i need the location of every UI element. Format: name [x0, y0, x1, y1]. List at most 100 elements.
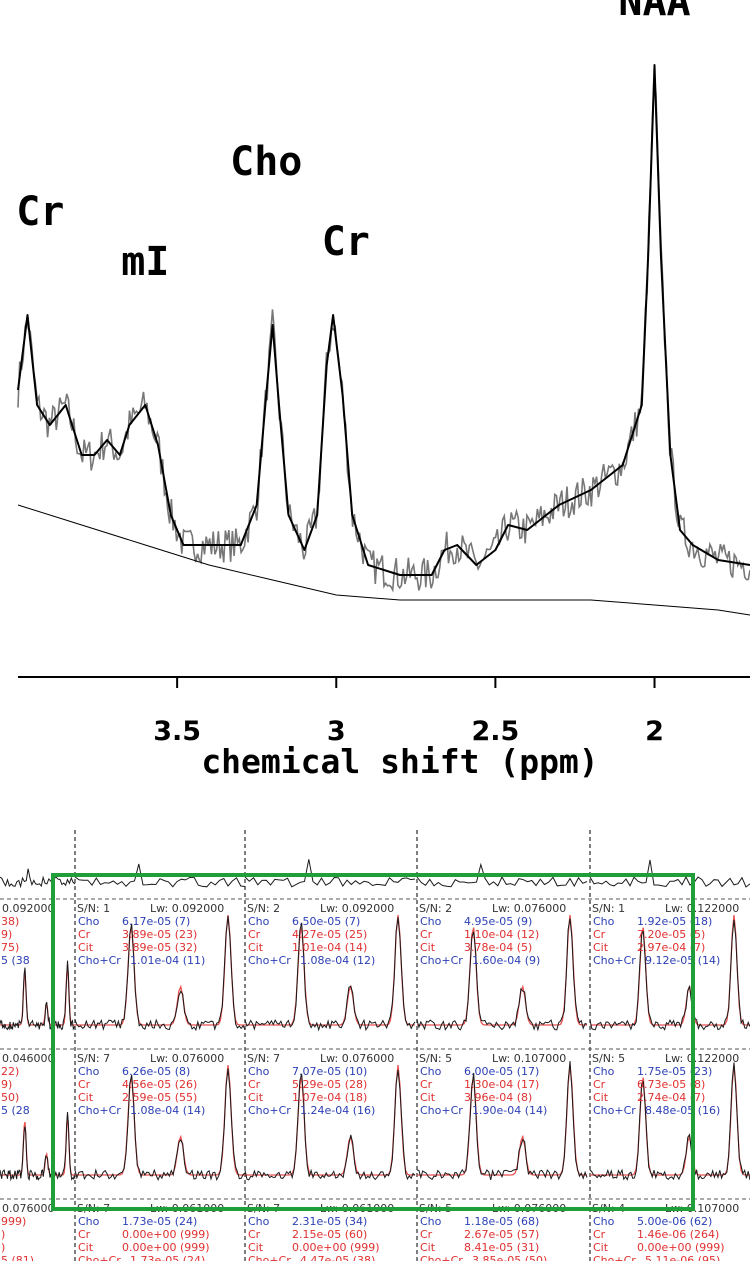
cell-metabolite-value: 1.08e-04 (12): [300, 954, 375, 967]
cell-metabolite-value: 1.90e-04 (14): [472, 1104, 547, 1117]
cell-metabolite-label: Cit: [78, 1241, 94, 1254]
cell-metabolite-value: 4.47e-05 (38): [300, 1254, 375, 1261]
cell-metabolite-label: Cho+Cr: [78, 1254, 121, 1261]
cell-metabolite-value: 6.73e-05 (8): [637, 1078, 705, 1091]
cell-metabolite-label: Cr: [593, 1228, 606, 1241]
left-column-fragment: ): [1, 1241, 5, 1254]
spectrum-chart: 3.5 3 2.5 2 Cr mI Cho Cr NAA chemical shift (pp…: [16, 0, 750, 781]
left-column-fragment: 22): [1, 1065, 19, 1078]
spectra-grid: 0.092000 S/N: 1 Lw: 0.092000 S/N: 2 Lw: 0.09…: [0, 830, 750, 1261]
left-column-fragment: 999): [1, 1215, 26, 1228]
cell-metabolite-label: Cho: [593, 915, 615, 928]
cell-metabolite-value: 6.50e-05 (7): [292, 915, 360, 928]
cell-metabolite-label: Cit: [593, 1241, 609, 1254]
cell-metabolite-value: 9.12e-05 (14): [645, 954, 720, 967]
spectra-grid-panel: 0.092000 S/N: 1 Lw: 0.092000 S/N: 2 Lw: 0.09…: [0, 830, 750, 1261]
cell-sn: S/N: 1: [592, 902, 625, 915]
cell-metabolite-value: 4.95e-05 (9): [464, 915, 532, 928]
cell-metabolite-label: Cho: [420, 1065, 442, 1078]
cell-fit-line: [0, 1114, 75, 1176]
cell-metabolite-value: 1.24e-04 (16): [300, 1104, 375, 1117]
peak-labels: Cr mI Cho Cr NAA: [16, 0, 690, 285]
cell-metabolite-label: Cr: [420, 1228, 433, 1241]
cell-metabolite-label: Cho+Cr: [420, 1254, 463, 1261]
cell-metabolite-value: 0.00e+00 (999): [122, 1241, 210, 1254]
cell-raw-line: [0, 960, 76, 1031]
cell-metabolite-label: Cit: [593, 1091, 609, 1104]
baseline-line: [17, 504, 750, 616]
cell-lw: Lw: 0.107000: [492, 1052, 566, 1065]
cell-metabolite-value: 0.00e+00 (999): [637, 1241, 725, 1254]
cell-lw: Lw: 0.092000: [150, 902, 224, 915]
cell-lw: Lw: 0.122000: [665, 902, 739, 915]
cell-metabolite-label: Cit: [420, 1091, 436, 1104]
cell-metabolite-label: Cho+Cr: [593, 1254, 636, 1261]
x-tick-label: 3: [327, 716, 346, 747]
cell-metabolite-value: 3.78e-04 (5): [464, 941, 532, 954]
cell-metabolite-label: Cit: [420, 941, 436, 954]
cell-metabolite-value: 1.18e-05 (68): [464, 1215, 539, 1228]
cell-metabolite-value: 6.00e-05 (17): [464, 1065, 539, 1078]
cell-metabolite-label: Cho+Cr: [248, 954, 291, 967]
cell-raw-line: [244, 859, 416, 888]
left-column-fragment: 38): [1, 915, 19, 928]
raw-spectrum-line: [17, 78, 750, 593]
fit-line: [17, 64, 750, 576]
left-header-fragment: 0.076000: [2, 1202, 55, 1215]
cell-raw-line: [244, 917, 416, 1032]
cell-sn: S/N: 7: [77, 1052, 110, 1065]
cell-fit-line: [0, 964, 75, 1026]
cell-metabolite-label: Cho: [78, 915, 100, 928]
cell-raw-line: [589, 1062, 750, 1181]
cell-metabolite-value: 1.01e-04 (11): [130, 954, 205, 967]
cell-fit-line: [417, 1064, 587, 1176]
cell-metabolite-label: Cr: [420, 928, 433, 941]
cell-metabolite-label: Cho: [78, 1065, 100, 1078]
cell-metabolite-label: Cit: [78, 1091, 94, 1104]
cell-metabolite-label: Cr: [593, 1078, 606, 1091]
cell-sn: S/N: 5: [592, 1052, 625, 1065]
cell-metabolite-value: 1.75e-05 (23): [637, 1065, 712, 1078]
cell-lw: Lw: 0.076000: [492, 902, 566, 915]
cell-metabolite-label: Cit: [420, 1241, 436, 1254]
cell-metabolite-label: Cr: [420, 1078, 433, 1091]
cell-metabolite-value: 3.96e-04 (8): [464, 1091, 532, 1104]
cell-lw: Lw: 0.076000: [150, 1052, 224, 1065]
left-header-fragment: 0.046000: [2, 1052, 55, 1065]
cell-raw-line: [244, 1069, 416, 1181]
cell-metabolite-value: 6.17e-05 (7): [122, 915, 190, 928]
cell-metabolite-label: Cho+Cr: [248, 1104, 291, 1117]
cell-metabolite-label: Cho+Cr: [593, 1104, 636, 1117]
cell-metabolite-value: 7.07e-05 (10): [292, 1065, 367, 1078]
cell-metabolite-value: 2.15e-05 (60): [292, 1228, 367, 1241]
cell-metabolite-label: Cit: [78, 941, 94, 954]
cell-metabolite-value: 1.46e-06 (264): [637, 1228, 719, 1241]
left-column-fragment: 5 (81): [1, 1254, 34, 1261]
cell-lw: Lw: 0.076000: [320, 1052, 394, 1065]
cell-raw-line: [0, 1111, 76, 1182]
left-column-fragment: 75): [1, 941, 19, 954]
cell-raw-line: [416, 1061, 588, 1181]
cell-metabolite-value: 3.85e-05 (50): [472, 1254, 547, 1261]
cell-sn: S/N: 2: [419, 902, 452, 915]
cell-fit-line: [417, 914, 587, 1026]
cell-lw: Lw: 0.107000: [665, 1202, 739, 1215]
cell-metabolite-label: Cho+Cr: [78, 1104, 121, 1117]
cell-metabolite-value: 1.73e-05 (24): [122, 1215, 197, 1228]
cell-raw-line: [74, 916, 246, 1032]
peak-label: Cr: [16, 189, 64, 235]
peak-label: NAA: [618, 0, 690, 25]
cell-metabolite-value: 1.07e-04 (18): [292, 1091, 367, 1104]
left-column-fragment: ): [1, 1228, 5, 1241]
cell-metabolite-label: Cr: [593, 928, 606, 941]
cell-metabolite-value: 0.00e+00 (999): [292, 1241, 380, 1254]
cell-raw-line: [589, 859, 750, 888]
cell-metabolite-label: Cr: [248, 1228, 261, 1241]
peak-label: Cho: [230, 139, 302, 185]
cell-metabolite-value: 8.48e-05 (16): [645, 1104, 720, 1117]
cell-sn: S/N: 5: [419, 1052, 452, 1065]
cell-raw-line: [74, 1068, 246, 1182]
x-axis-title: chemical shift (ppm): [201, 742, 598, 781]
cell-metabolite-label: Cho: [420, 1215, 442, 1228]
left-column-fragment: 5 (28: [1, 1104, 30, 1117]
